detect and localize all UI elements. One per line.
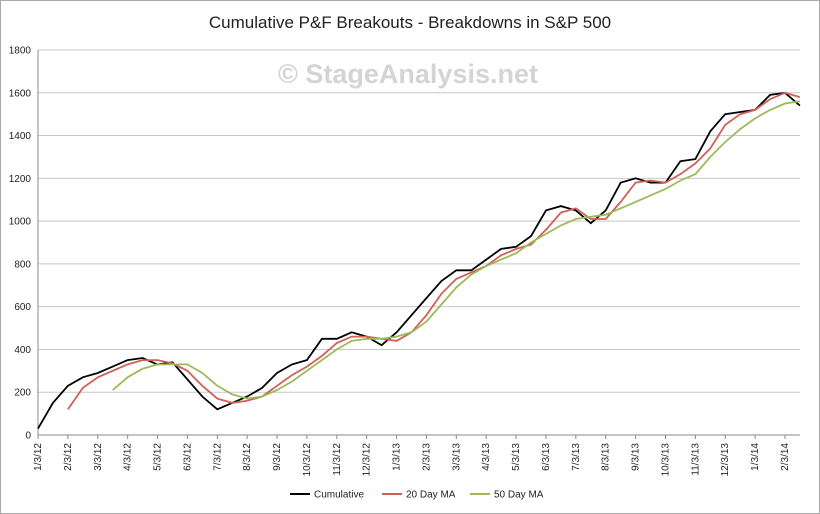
x-tick-label: 7/3/12 <box>212 443 223 471</box>
y-tick-label: 1600 <box>9 88 32 99</box>
x-tick-label: 6/3/12 <box>182 443 193 471</box>
x-tick-label: 2/3/12 <box>63 443 74 471</box>
x-tick-label: 2/3/14 <box>780 443 791 471</box>
x-tick-label: 1/3/14 <box>750 443 761 471</box>
x-tick-label: 1/3/12 <box>33 443 44 471</box>
x-tick-label: 8/3/12 <box>242 443 253 471</box>
y-tick-label: 1400 <box>9 131 32 142</box>
x-tick-label: 4/3/12 <box>123 443 134 471</box>
x-tick-label: 6/3/13 <box>541 443 552 471</box>
x-tick-label: 8/3/13 <box>601 443 612 471</box>
x-tick-label: 11/3/12 <box>332 443 343 476</box>
legend-label: Cumulative <box>314 490 364 501</box>
y-tick-label: 1200 <box>9 174 32 185</box>
y-tick-label: 1000 <box>9 217 32 228</box>
x-tick-label: 10/3/12 <box>302 443 313 477</box>
watermark: © StageAnalysis.net <box>278 59 538 89</box>
line-series <box>37 91 801 430</box>
x-tick-label: 10/3/13 <box>660 443 671 477</box>
x-tick-label: 1/3/13 <box>392 443 403 471</box>
y-tick-label: 400 <box>14 345 31 356</box>
y-tick-label: 600 <box>14 302 31 313</box>
x-tick-label: 4/3/13 <box>481 443 492 471</box>
line-series <box>67 91 801 410</box>
x-tick-label: 3/3/12 <box>93 443 104 471</box>
x-tick-label: 11/3/13 <box>690 443 701 476</box>
legend-label: 50 Day MA <box>494 490 544 501</box>
x-tick-label: 12/3/12 <box>362 443 373 477</box>
line-series <box>112 100 801 400</box>
x-tick-label: 3/3/13 <box>451 443 462 471</box>
chart-title: Cumulative P&F Breakouts - Breakdowns in… <box>209 13 611 32</box>
x-tick-label: 5/3/12 <box>153 443 164 471</box>
x-tick-label: 2/3/13 <box>421 443 432 471</box>
y-tick-label: 800 <box>14 259 31 270</box>
x-tick-label: 5/3/13 <box>511 443 522 471</box>
y-tick-label: 1800 <box>9 46 32 57</box>
x-tick-label: 9/3/12 <box>272 443 283 471</box>
x-tick-label: 7/3/13 <box>571 443 582 471</box>
y-tick-label: 200 <box>14 388 31 399</box>
y-tick-label: 0 <box>25 431 31 442</box>
legend-label: 20 Day MA <box>406 490 456 501</box>
x-tick-label: 12/3/13 <box>720 443 731 477</box>
x-tick-label: 9/3/13 <box>631 443 642 471</box>
